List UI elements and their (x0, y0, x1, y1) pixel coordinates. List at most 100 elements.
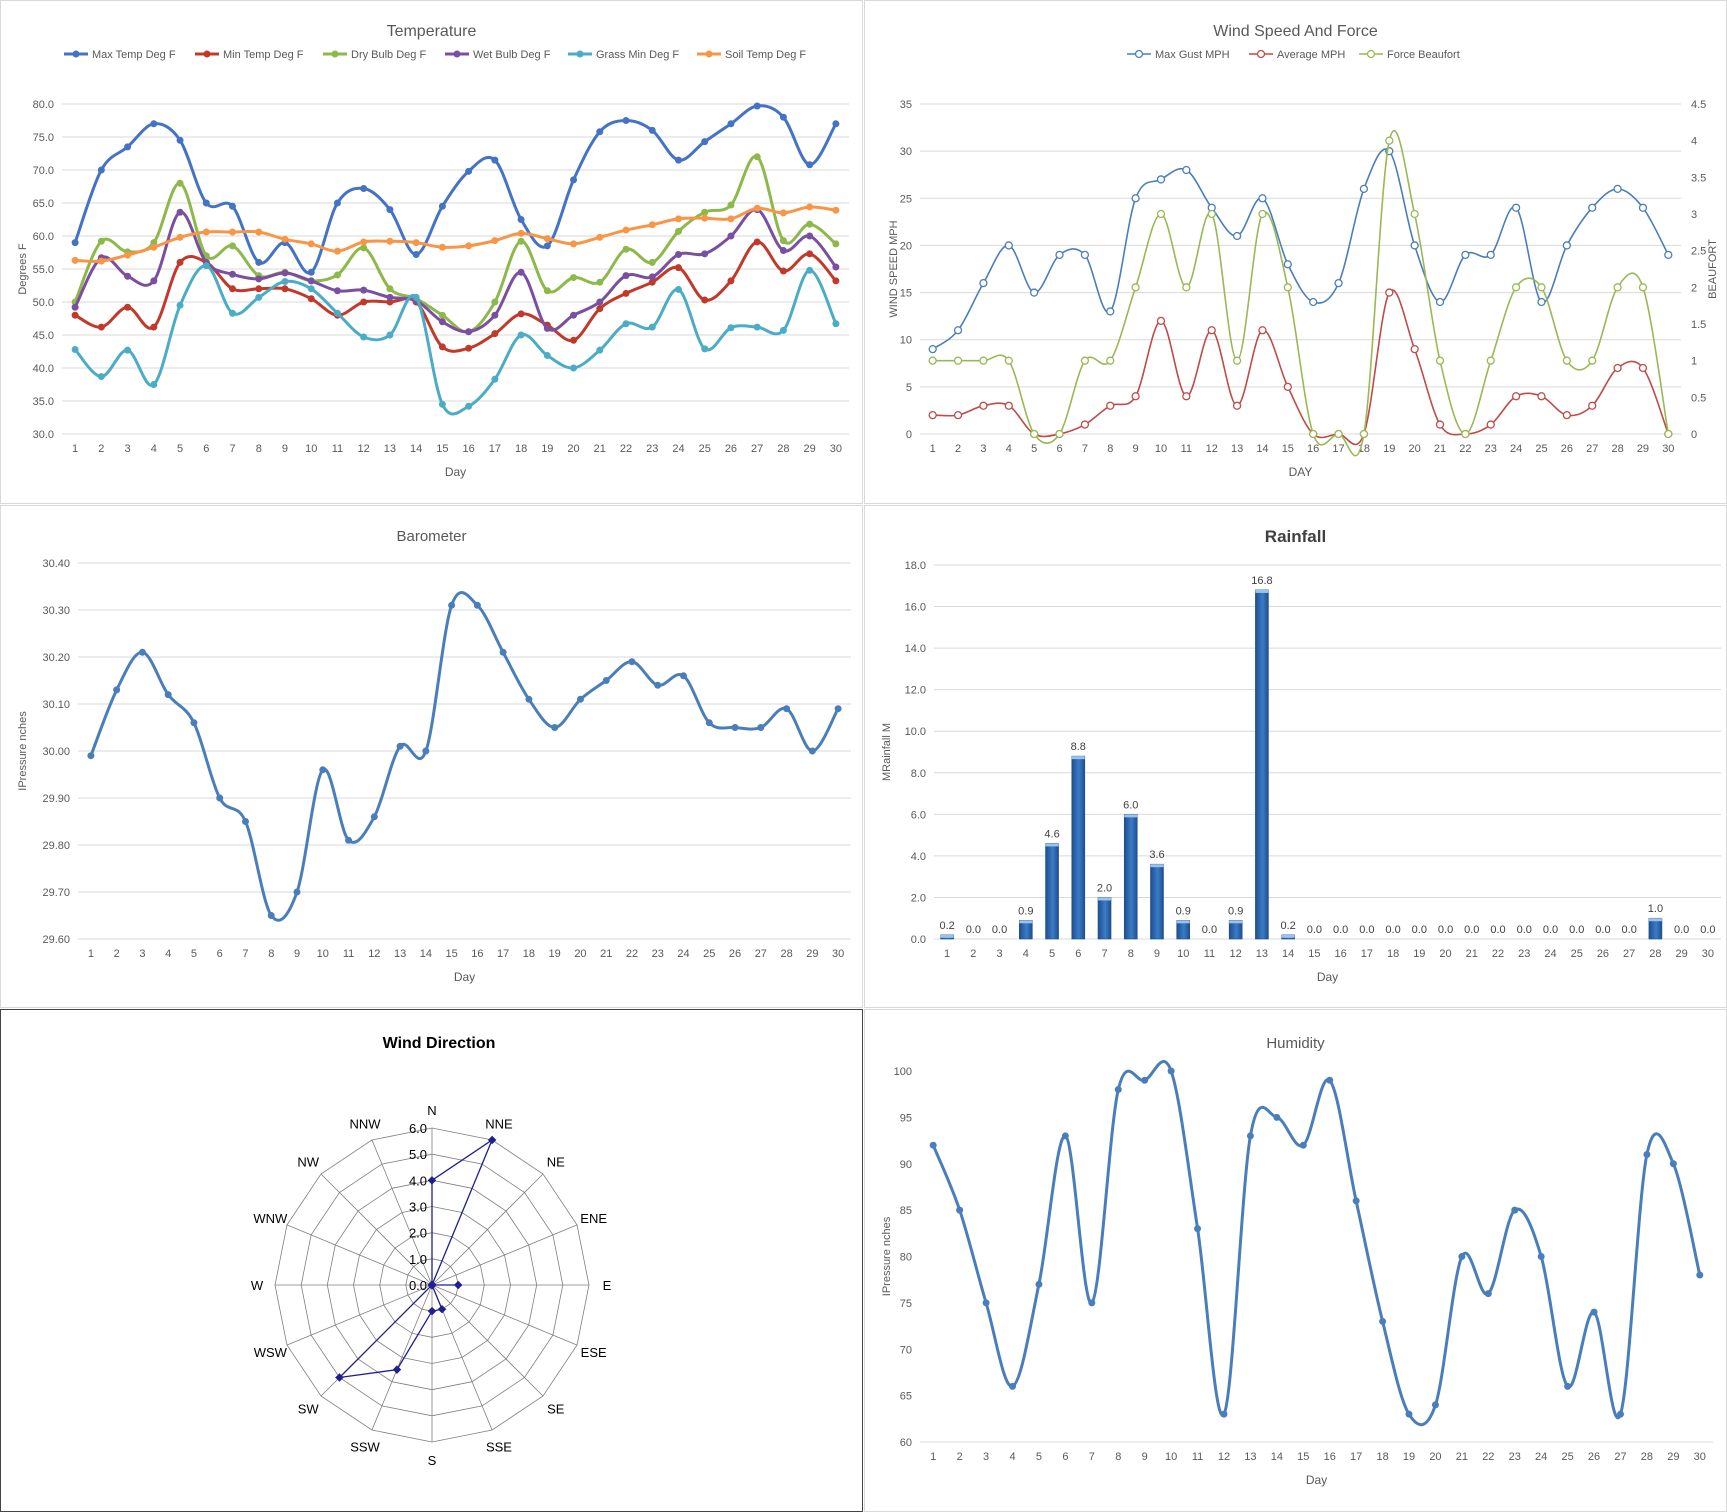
data-point (176, 233, 184, 241)
direction-label: ESE (581, 1345, 607, 1360)
data-point (596, 305, 604, 313)
data-point (1131, 194, 1140, 203)
y-axis-label: IPressure nches (881, 1216, 893, 1296)
x-tick-label: 6 (217, 948, 223, 960)
x-tick-label: 8 (256, 443, 262, 455)
data-point (255, 228, 263, 236)
data-point (1283, 260, 1292, 269)
x-tick-label: 17 (497, 948, 509, 960)
x-tick-label: 17 (489, 443, 501, 455)
x-tick-label: 5 (1036, 1451, 1042, 1463)
data-point (438, 243, 446, 251)
data-point (307, 268, 315, 276)
data-point (412, 250, 420, 258)
data-point (333, 199, 341, 207)
data-point (1669, 1160, 1677, 1168)
data-point (806, 203, 814, 211)
x-tick-label: 13 (1244, 1451, 1256, 1463)
x-tick-label: 2 (955, 443, 961, 455)
y-tick-label: 30.40 (42, 558, 70, 570)
data-point (164, 691, 172, 699)
data-point (648, 323, 656, 331)
x-axis-label: Day (1306, 1473, 1327, 1487)
data-point (953, 326, 963, 335)
y-tick-label: 29.70 (42, 887, 70, 899)
data-point (1638, 363, 1648, 373)
data-point (953, 356, 963, 365)
data-point (1588, 203, 1597, 212)
x-tick-label: 24 (672, 443, 684, 455)
x-tick-label: 13 (1256, 948, 1268, 960)
data-point (176, 301, 184, 309)
data-point (412, 293, 420, 301)
x-tick-label: 16 (1307, 443, 1319, 455)
x-tick-label: 9 (1142, 1451, 1148, 1463)
data-point (1167, 1067, 1175, 1075)
bar-cap (1071, 756, 1085, 760)
data-point (979, 401, 988, 410)
data-point (1435, 356, 1445, 365)
data-point (1590, 1308, 1598, 1316)
data-point (491, 298, 499, 306)
data-point (360, 333, 368, 341)
data-label: 0.2 (1281, 920, 1296, 932)
x-tick-label: 15 (1282, 443, 1294, 455)
x-tick-label: 23 (1509, 1451, 1521, 1463)
x-tick-label: 12 (1218, 1451, 1230, 1463)
y2-tick-label: 2 (1691, 282, 1697, 294)
legend-marker (1256, 49, 1266, 59)
data-point (1385, 288, 1394, 297)
data-label: 0.0 (1543, 924, 1558, 936)
data-point (124, 346, 132, 354)
bar-cap (1045, 843, 1059, 847)
rainfall-chart: Rainfall0.02.04.06.08.010.012.014.016.01… (864, 505, 1727, 1008)
data-point (1258, 194, 1267, 203)
data-label: 1.0 (1648, 903, 1663, 915)
data-point (465, 167, 473, 175)
bar-cap (1255, 589, 1269, 593)
x-tick-label: 23 (646, 443, 658, 455)
y-tick-label: 75.0 (33, 132, 54, 144)
y-tick-label: 14.0 (905, 643, 926, 655)
data-point (1004, 401, 1013, 410)
x-tick-label: 7 (1082, 443, 1088, 455)
x-tick-label: 22 (1492, 948, 1504, 960)
x-tick-label: 29 (1637, 443, 1649, 455)
data-point (1334, 278, 1343, 288)
x-tick-label: 26 (729, 948, 741, 960)
y-tick-label: 29.90 (42, 793, 70, 805)
x-axis-label: Day (445, 465, 466, 479)
x-tick-label: 14 (410, 443, 422, 455)
direction-label: S (428, 1453, 437, 1468)
y-tick-label: 10 (900, 335, 912, 347)
data-point (1613, 184, 1622, 194)
data-point (150, 381, 158, 388)
x-tick-label: 9 (1133, 443, 1139, 455)
x-tick-label: 12 (1206, 443, 1218, 455)
data-point (979, 356, 988, 365)
data-point (596, 346, 604, 354)
radar-spoke (320, 1173, 433, 1286)
data-point (1080, 420, 1090, 429)
data-point (150, 120, 158, 128)
data-point (806, 161, 814, 169)
data-point (1562, 241, 1571, 250)
data-label: 0.0 (1202, 924, 1217, 936)
x-tick-label: 28 (1611, 443, 1623, 455)
data-point (1156, 316, 1166, 326)
data-point (360, 244, 368, 252)
data-point (517, 310, 525, 318)
x-tick-label: 1 (930, 443, 936, 455)
y2-tick-label: 1.5 (1691, 319, 1706, 331)
data-point (124, 303, 132, 311)
legend-label: Dry Bulb Deg F (351, 49, 426, 61)
bar-cap (1019, 920, 1033, 924)
x-tick-label: 30 (830, 443, 842, 455)
x-tick-label: 25 (703, 948, 715, 960)
data-point (701, 296, 709, 304)
data-point (1537, 297, 1546, 307)
data-point (727, 232, 735, 240)
x-tick-label: 19 (1383, 443, 1395, 455)
x-tick-label: 28 (1641, 1451, 1653, 1463)
data-point (255, 275, 263, 283)
